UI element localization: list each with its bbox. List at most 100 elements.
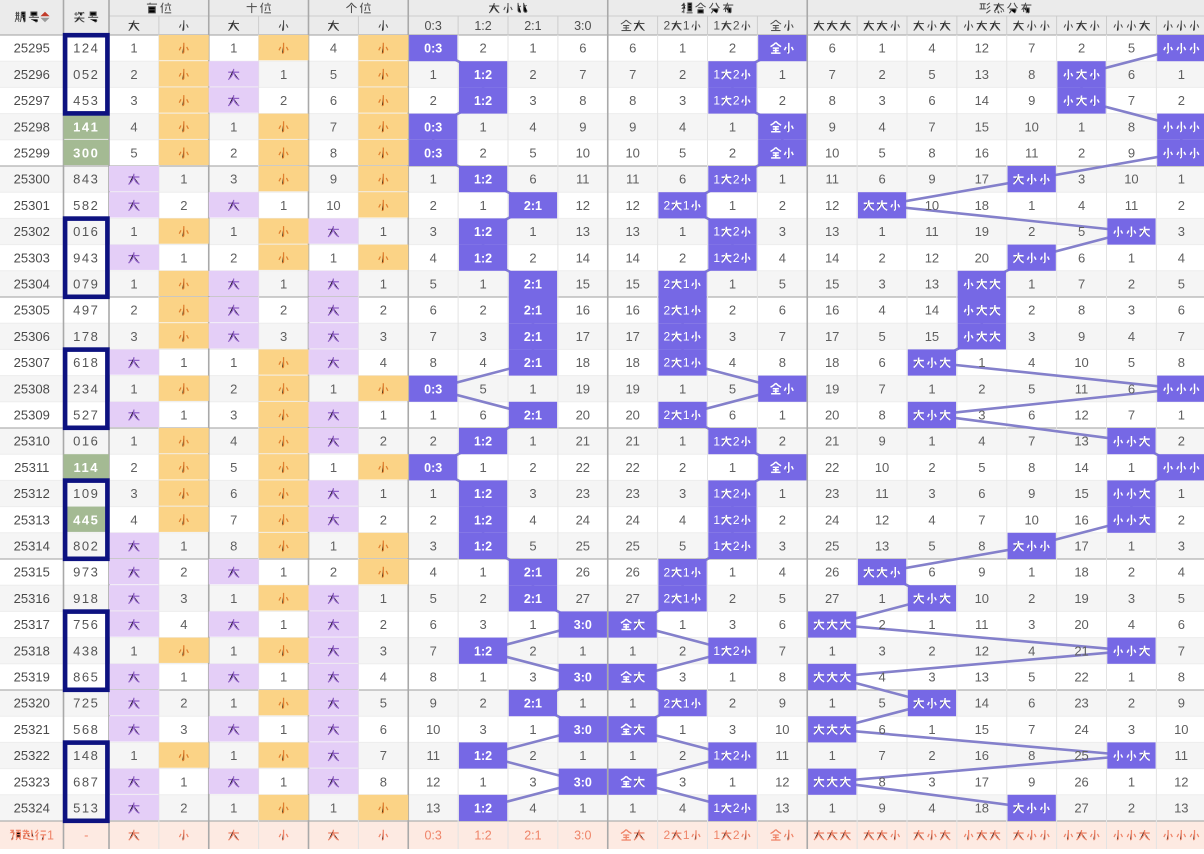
svg-text:10: 10	[875, 460, 889, 475]
svg-text:2: 2	[733, 487, 740, 501]
svg-text:2: 2	[330, 565, 337, 580]
svg-text:1: 1	[280, 774, 287, 789]
svg-text:2: 2	[679, 67, 686, 82]
svg-text:23: 23	[625, 486, 639, 501]
svg-text:1: 1	[679, 381, 686, 396]
svg-text:3:0: 3:0	[574, 19, 591, 33]
svg-text:4: 4	[529, 801, 536, 816]
svg-text:3: 3	[130, 93, 137, 108]
svg-text:25321: 25321	[14, 722, 50, 737]
svg-text:2: 2	[280, 303, 287, 318]
svg-text:24: 24	[576, 512, 590, 527]
svg-text:25304: 25304	[14, 277, 50, 292]
svg-text:18: 18	[825, 355, 839, 370]
svg-text:11: 11	[776, 748, 790, 763]
svg-text:7: 7	[380, 748, 387, 763]
svg-text:1: 1	[683, 592, 690, 606]
svg-text:1:2: 1:2	[474, 829, 491, 843]
svg-text:1: 1	[230, 355, 237, 370]
svg-text:10: 10	[825, 146, 839, 161]
svg-text:11: 11	[1175, 748, 1189, 763]
svg-text:1: 1	[230, 41, 237, 56]
svg-text:2: 2	[230, 250, 237, 265]
svg-text:3: 3	[928, 670, 935, 685]
svg-text:15: 15	[975, 119, 989, 134]
svg-text:0:3: 0:3	[424, 829, 441, 843]
svg-text:1: 1	[829, 643, 836, 658]
svg-text:20: 20	[975, 250, 989, 265]
svg-text:2: 2	[130, 460, 137, 475]
svg-text:17: 17	[825, 329, 839, 344]
svg-text:2: 2	[779, 512, 786, 527]
svg-text:8: 8	[878, 774, 885, 789]
svg-text:3:0: 3:0	[574, 618, 592, 632]
svg-text:2: 2	[1028, 591, 1035, 606]
svg-text:-: -	[84, 828, 88, 843]
svg-text:14: 14	[1074, 460, 1088, 475]
svg-text:7: 7	[1178, 643, 1185, 658]
svg-text:1: 1	[878, 591, 885, 606]
svg-text:27: 27	[625, 591, 639, 606]
svg-text:2:1: 2:1	[524, 278, 542, 292]
svg-text:1: 1	[280, 277, 287, 292]
svg-text:26: 26	[1074, 774, 1088, 789]
svg-text:1: 1	[683, 19, 690, 33]
svg-text:5: 5	[430, 277, 437, 292]
svg-text:1: 1	[479, 774, 486, 789]
svg-text:2:1: 2:1	[524, 409, 542, 423]
svg-text:7: 7	[1128, 93, 1135, 108]
svg-text:1: 1	[330, 250, 337, 265]
svg-text:141: 141	[73, 119, 99, 134]
svg-text:9: 9	[1028, 774, 1035, 789]
svg-text:4: 4	[1178, 565, 1185, 580]
svg-text:2: 2	[729, 146, 736, 161]
svg-text:12: 12	[576, 198, 590, 213]
svg-text:7: 7	[978, 512, 985, 527]
svg-text:5: 5	[1178, 591, 1185, 606]
svg-text:6: 6	[380, 722, 387, 737]
svg-text:3: 3	[729, 617, 736, 632]
svg-text:2: 2	[878, 617, 885, 632]
svg-text:4: 4	[1128, 617, 1135, 632]
svg-text:2: 2	[679, 250, 686, 265]
svg-text:1: 1	[1128, 539, 1135, 554]
svg-text:25322: 25322	[14, 748, 50, 763]
svg-text:1:2: 1:2	[474, 513, 492, 527]
svg-text:1: 1	[529, 434, 536, 449]
svg-text:8: 8	[629, 93, 636, 108]
svg-text:10: 10	[1024, 119, 1038, 134]
svg-text:5: 5	[1028, 381, 1035, 396]
svg-text:2: 2	[529, 460, 536, 475]
svg-text:4: 4	[779, 250, 786, 265]
svg-text:11: 11	[925, 224, 939, 239]
svg-text:1: 1	[1128, 774, 1135, 789]
svg-text:1: 1	[1178, 486, 1185, 501]
svg-text:5: 5	[978, 460, 985, 475]
svg-text:12: 12	[925, 250, 939, 265]
svg-text:2: 2	[430, 198, 437, 213]
svg-text:5: 5	[928, 67, 935, 82]
svg-text:4: 4	[180, 617, 187, 632]
svg-text:25310: 25310	[14, 434, 50, 449]
svg-text:11: 11	[1125, 198, 1139, 213]
svg-text:25312: 25312	[14, 486, 50, 501]
svg-text:7: 7	[928, 119, 935, 134]
svg-text:3: 3	[529, 670, 536, 685]
svg-text:4: 4	[928, 512, 935, 527]
svg-text:1: 1	[280, 198, 287, 213]
svg-text:016: 016	[73, 224, 99, 239]
svg-text:11: 11	[426, 748, 440, 763]
svg-text:5: 5	[1078, 224, 1085, 239]
svg-text:12: 12	[426, 774, 440, 789]
svg-text:3: 3	[679, 93, 686, 108]
svg-text:25324: 25324	[14, 801, 50, 816]
svg-text:2: 2	[479, 303, 486, 318]
svg-text:1: 1	[713, 68, 720, 82]
svg-text:21: 21	[825, 434, 839, 449]
svg-text:13: 13	[825, 224, 839, 239]
svg-text:5: 5	[430, 591, 437, 606]
svg-text:18: 18	[625, 355, 639, 370]
svg-text:2: 2	[1128, 696, 1135, 711]
svg-text:1:2: 1:2	[474, 225, 492, 239]
svg-text:19: 19	[576, 381, 590, 396]
